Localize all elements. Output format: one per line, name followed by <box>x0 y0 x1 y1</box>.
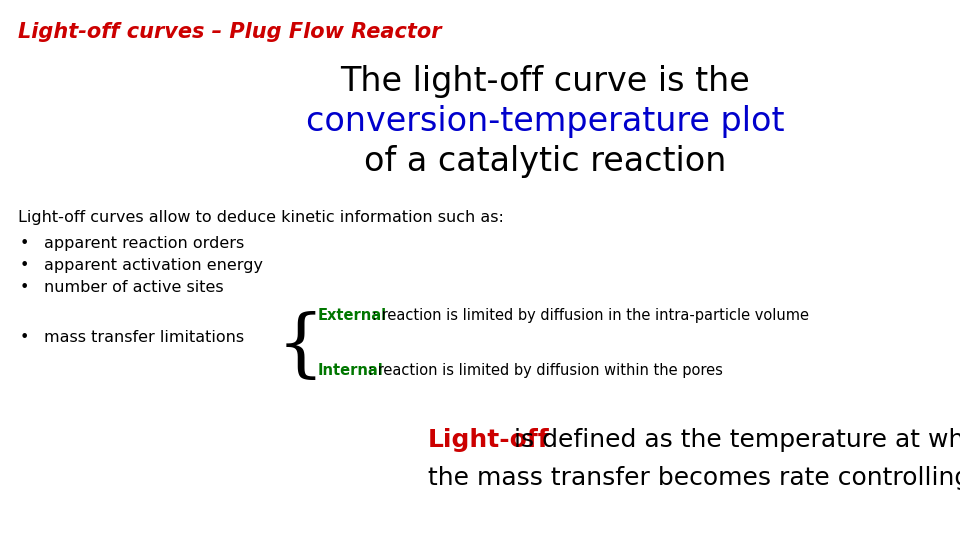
Text: apparent activation energy: apparent activation energy <box>44 258 263 273</box>
Text: •: • <box>20 280 30 295</box>
Text: the mass transfer becomes rate controlling: the mass transfer becomes rate controlli… <box>428 466 960 490</box>
Text: : reaction is limited by diffusion in the intra-particle volume: : reaction is limited by diffusion in th… <box>372 308 809 323</box>
Text: Light-off curves allow to deduce kinetic information such as:: Light-off curves allow to deduce kinetic… <box>18 210 504 225</box>
Text: conversion-temperature plot: conversion-temperature plot <box>305 105 784 138</box>
Text: apparent reaction orders: apparent reaction orders <box>44 236 244 251</box>
Text: Internal: Internal <box>318 363 384 378</box>
Text: External: External <box>318 308 387 323</box>
Text: {: { <box>276 312 324 384</box>
Text: is defined as the temperature at which: is defined as the temperature at which <box>506 428 960 452</box>
Text: of a catalytic reaction: of a catalytic reaction <box>364 145 726 178</box>
Text: Light-off curves – Plug Flow Reactor: Light-off curves – Plug Flow Reactor <box>18 22 442 42</box>
Text: number of active sites: number of active sites <box>44 280 224 295</box>
Text: mass transfer limitations: mass transfer limitations <box>44 330 244 345</box>
Text: The light-off curve is the: The light-off curve is the <box>340 65 750 98</box>
Text: •: • <box>20 236 30 251</box>
Text: : reaction is limited by diffusion within the pores: : reaction is limited by diffusion withi… <box>368 363 723 378</box>
Text: •: • <box>20 258 30 273</box>
Text: •: • <box>20 330 30 345</box>
Text: Light-off: Light-off <box>428 428 550 452</box>
